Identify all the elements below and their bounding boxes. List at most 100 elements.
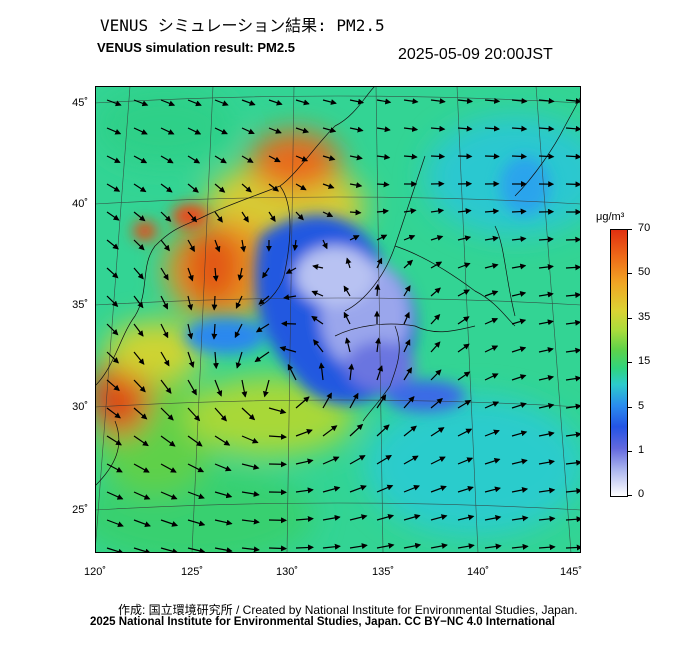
wind-arrow [268,433,287,440]
wind-arrow [279,346,297,353]
wind-arrow [403,98,419,105]
wind-arrow [430,514,448,521]
title-english: VENUS simulation result: PM2.5 [97,40,295,55]
lon-label-135: 135˚ [371,566,395,578]
wind-arrow [345,257,352,269]
wind-arrow [484,125,500,132]
wind-arrow [403,339,411,353]
wind-arrow [281,320,297,327]
wind-arrow [133,99,149,107]
forecast-timestamp: 2025-05-09 20:00JST [398,46,553,63]
wind-arrow [268,99,283,106]
wind-arrow [565,375,581,382]
wind-arrow [457,399,472,409]
wind-arrow [240,239,247,253]
wind-arrow [258,295,270,305]
wind-arrow [322,485,341,493]
wind-arrow [106,99,122,107]
wind-arrow [106,407,121,419]
wind-arrow [106,295,119,308]
wind-arrow [211,323,218,340]
wind-arrow [538,319,554,326]
wind-arrow [268,545,287,552]
wind-arrow [511,346,527,353]
wind-vectors [106,97,581,553]
wind-arrow [375,337,381,353]
wind-arrow [322,392,332,409]
wind-arrow [106,211,120,221]
wind-arrow [565,403,581,410]
wind-arrow [214,407,227,422]
wind-arrow [565,319,581,326]
wind-arrow [187,127,202,135]
wind-arrow [241,183,252,193]
wind-arrow [511,125,528,132]
wind-arrow [187,407,201,422]
wind-arrow [538,347,554,353]
wind-arrow [457,485,474,493]
wind-arrow [403,208,417,214]
wind-arrow [457,262,471,269]
wind-arrow [187,239,195,253]
wind-arrow [430,485,447,493]
wind-arrow [295,516,314,523]
wind-arrow [376,424,390,437]
wind-arrow [235,295,243,309]
wind-arrow [430,427,445,437]
wind-arrow [343,311,351,325]
wind-arrow [133,127,148,135]
wind-arrow [374,283,381,297]
wind-arrow [187,379,197,396]
longitude-line [286,86,295,553]
wind-arrow [295,155,309,162]
wind-arrow [160,99,176,107]
wind-arrow [241,211,249,223]
wind-arrow [376,513,395,521]
wind-arrow [484,263,499,269]
wind-arrow [187,99,202,107]
wind-arrow [403,285,411,297]
wind-arrow [565,516,581,523]
wind-arrow [322,514,341,521]
wind-arrow [484,429,500,437]
wind-arrow [565,125,581,132]
wind-arrow [283,294,297,301]
wind-arrow [295,429,313,437]
wind-arrow [241,379,248,398]
license-line: 2025 National Institute for Environmenta… [90,616,555,628]
wind-arrow [133,463,150,473]
wind-arrow [565,98,581,104]
wind-arrow [106,491,124,500]
wind-arrow [457,428,473,437]
wind-arrow [106,519,124,528]
wind-arrow [133,239,145,251]
wind-arrow [322,211,334,217]
wind-arrow [538,263,554,270]
wind-arrow [538,236,554,243]
wind-arrow [241,518,260,525]
wind-arrow [106,323,119,336]
wind-arrow [268,211,276,223]
wind-arrow [214,379,223,397]
wind-arrow [376,454,392,465]
wind-arrow [322,239,328,250]
wind-arrow [160,211,172,222]
wind-arrow [214,183,226,193]
wind-arrow [403,126,419,132]
wind-arrow [241,407,256,421]
wind-arrow [322,183,335,189]
wind-arrow [106,267,119,279]
wind-arrow [484,317,499,325]
wind-arrow [160,155,174,164]
wind-arrow [187,547,206,553]
wind-arrow [187,519,206,527]
wind-arrow [376,98,392,105]
wind-arrow [106,239,119,250]
wind-arrow [457,457,474,465]
wind-arrow [430,153,446,160]
wind-arrow [160,435,176,447]
wind-arrow [241,546,260,553]
wind-arrow [430,98,446,105]
wind-arrow [403,513,421,521]
wind-arrow [295,127,310,134]
